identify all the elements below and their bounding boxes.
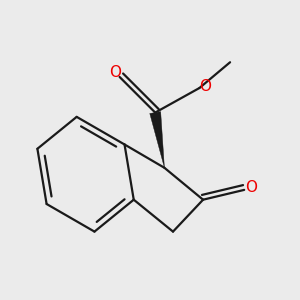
Text: O: O: [109, 64, 121, 80]
Text: O: O: [200, 79, 211, 94]
Polygon shape: [150, 112, 164, 168]
Text: O: O: [246, 180, 258, 195]
